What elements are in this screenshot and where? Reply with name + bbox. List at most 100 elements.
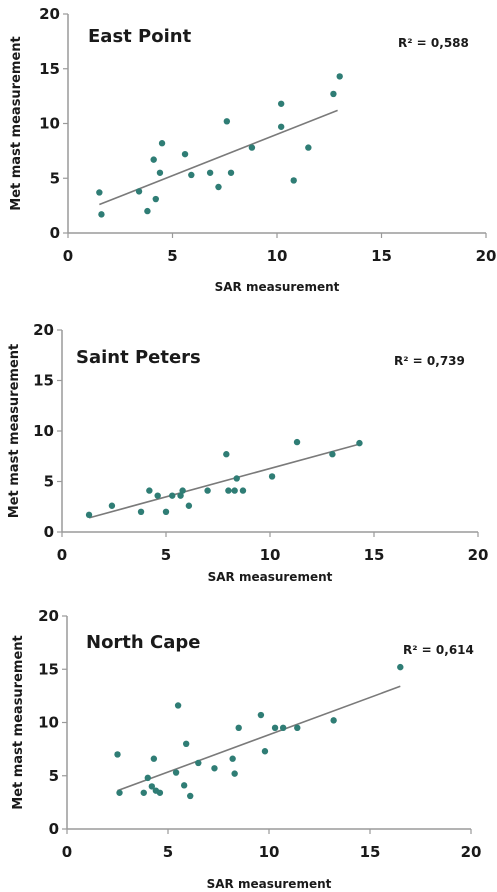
data-point <box>277 123 285 130</box>
data-point <box>172 769 180 776</box>
chart-title: Saint Peters <box>76 347 201 368</box>
data-point <box>135 188 143 195</box>
trend-line <box>88 443 360 519</box>
x-tick-label: 20 <box>461 843 482 861</box>
data-point <box>195 759 202 767</box>
r-squared-label: R² = 0,739 <box>394 354 465 368</box>
y-tick-label: 5 <box>50 169 60 187</box>
data-point <box>116 789 123 796</box>
y-axis-label: Met mast measurement <box>7 344 22 518</box>
data-point <box>179 487 186 494</box>
x-axis-label: SAR measurement <box>208 570 333 584</box>
data-point <box>206 169 214 176</box>
x-tick-label: 5 <box>167 247 177 265</box>
x-tick-label: 15 <box>360 843 381 861</box>
x-tick-label: 20 <box>476 247 497 265</box>
data-point <box>204 487 211 494</box>
scatter-chart-saint-peters: 0 5 10 15 20 0 5 10 15 20 Saint Peters R² = 0,739 SA… <box>7 321 488 584</box>
chart-panel-north-cape: 0 5 10 15 20 0 5 10 15 20 North Cape R² = 0,614 SAR … <box>0 600 497 892</box>
data-point <box>294 724 301 732</box>
y-tick-label: 20 <box>33 321 54 339</box>
scatter-chart-north-cape: 0 5 10 15 20 0 5 10 15 20 North Cape R² = 0,614 SAR … <box>11 607 482 891</box>
scatter-chart-east-point: 0 5 10 15 20 0 5 10 15 20 East Point R² = 0,588 SAR … <box>9 5 497 292</box>
data-point <box>85 511 93 519</box>
data-point <box>144 207 151 215</box>
data-point <box>268 473 276 480</box>
data-point <box>239 487 247 494</box>
y-tick-label: 0 <box>44 523 54 541</box>
r-squared-label: R² = 0,588 <box>398 36 469 50</box>
y-tick-label: 10 <box>38 714 59 732</box>
data-point <box>257 711 265 719</box>
data-point <box>181 150 189 158</box>
y-tick-label: 10 <box>39 115 60 133</box>
data-point <box>336 73 343 80</box>
data-point <box>248 144 256 151</box>
data-point <box>215 183 222 191</box>
x-tick-label: 0 <box>63 247 73 265</box>
trend-line <box>117 685 401 792</box>
data-point <box>169 492 176 499</box>
x-tick-label: 0 <box>62 843 72 861</box>
data-point <box>330 90 337 98</box>
y-tick-label: 20 <box>39 5 60 23</box>
data-point <box>154 492 161 499</box>
data-point <box>137 508 145 515</box>
data-point <box>180 782 188 789</box>
chart-panel-saint-peters: 0 5 10 15 20 0 5 10 15 20 Saint Peters R² = 0,739 SA… <box>0 300 497 592</box>
data-point <box>108 502 116 509</box>
data-point <box>305 144 312 151</box>
data-point <box>329 451 336 458</box>
data-point <box>146 487 153 494</box>
y-axis-label: Met mast measurement <box>11 635 26 809</box>
chart-panel-east-point: 0 5 10 15 20 0 5 10 15 20 East Point R² = 0,588 SAR … <box>0 0 497 292</box>
data-point <box>148 783 156 790</box>
data-point <box>277 100 285 107</box>
data-point <box>330 717 337 724</box>
chart-title: East Point <box>88 26 192 47</box>
x-tick-label: 10 <box>267 247 288 265</box>
x-tick-label: 5 <box>163 843 173 861</box>
data-point <box>144 774 151 782</box>
y-tick-label: 5 <box>44 473 54 491</box>
x-axis-label: SAR measurement <box>207 877 332 891</box>
trend-line <box>99 109 338 206</box>
data-point <box>156 789 164 796</box>
data-point <box>231 487 238 494</box>
x-tick-label: 10 <box>259 843 280 861</box>
data-point <box>98 211 105 218</box>
x-tick-label: 5 <box>161 546 171 564</box>
x-tick-label: 0 <box>57 546 67 564</box>
y-tick-label: 15 <box>39 60 60 78</box>
data-point <box>158 140 166 147</box>
y-tick-label: 0 <box>49 820 59 838</box>
data-point <box>293 438 301 446</box>
data-point <box>182 740 190 747</box>
data-point <box>187 792 194 800</box>
y-tick-label: 20 <box>38 607 59 625</box>
data-point <box>188 171 195 179</box>
data-point <box>356 439 363 447</box>
y-tick-label: 15 <box>38 660 59 678</box>
data-point <box>229 755 236 762</box>
data-point <box>177 492 184 499</box>
data-point <box>231 770 238 777</box>
y-tick-label: 5 <box>49 767 59 785</box>
data-point <box>114 751 121 758</box>
data-point <box>279 724 287 732</box>
data-point <box>225 487 232 494</box>
data-point <box>150 156 157 163</box>
data-point <box>140 789 147 796</box>
data-point <box>174 702 182 709</box>
data-point <box>150 755 158 762</box>
data-point <box>235 724 242 732</box>
data-point <box>162 508 170 515</box>
data-point <box>261 748 269 755</box>
data-point <box>271 724 279 732</box>
data-point <box>223 118 231 125</box>
data-point <box>211 765 218 772</box>
y-tick-label: 0 <box>50 224 60 242</box>
data-point <box>233 475 240 482</box>
y-tick-label: 15 <box>33 372 54 390</box>
